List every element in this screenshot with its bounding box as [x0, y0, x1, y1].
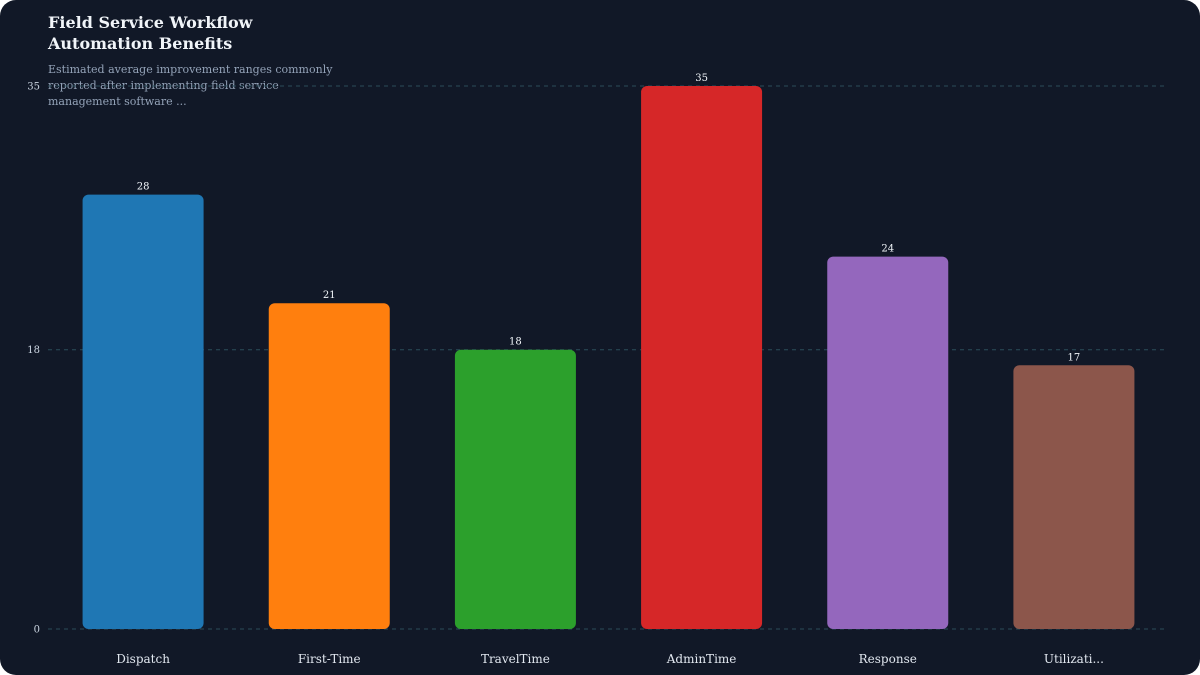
bar-response[interactable] [827, 256, 949, 629]
bar-admintime[interactable] [641, 86, 763, 629]
y-tick-label: 0 [34, 625, 40, 636]
x-tick-label: Dispatch [116, 652, 170, 666]
x-tick-label: AdminTime [666, 652, 737, 666]
bar-first-time[interactable] [268, 303, 390, 629]
x-tick-label: First-Time [298, 652, 361, 666]
data-label: 18 [509, 337, 522, 348]
bar-utilizati[interactable] [1013, 365, 1135, 629]
bar-traveltime[interactable] [454, 349, 576, 629]
x-tick-label: Utilizati... [1044, 652, 1104, 666]
y-tick-label: 18 [27, 345, 40, 356]
data-label: 28 [137, 182, 150, 193]
x-tick-label: Response [859, 652, 917, 666]
bar-dispatch[interactable] [82, 194, 204, 629]
data-label: 17 [1068, 352, 1081, 363]
data-label: 24 [881, 244, 894, 255]
x-tick-label: TravelTime [481, 652, 550, 666]
chart-title: Field Service Workflow Automation Benefi… [48, 13, 253, 53]
data-label: 35 [695, 73, 708, 84]
data-label: 21 [323, 290, 336, 301]
y-tick-label: 35 [27, 82, 40, 93]
